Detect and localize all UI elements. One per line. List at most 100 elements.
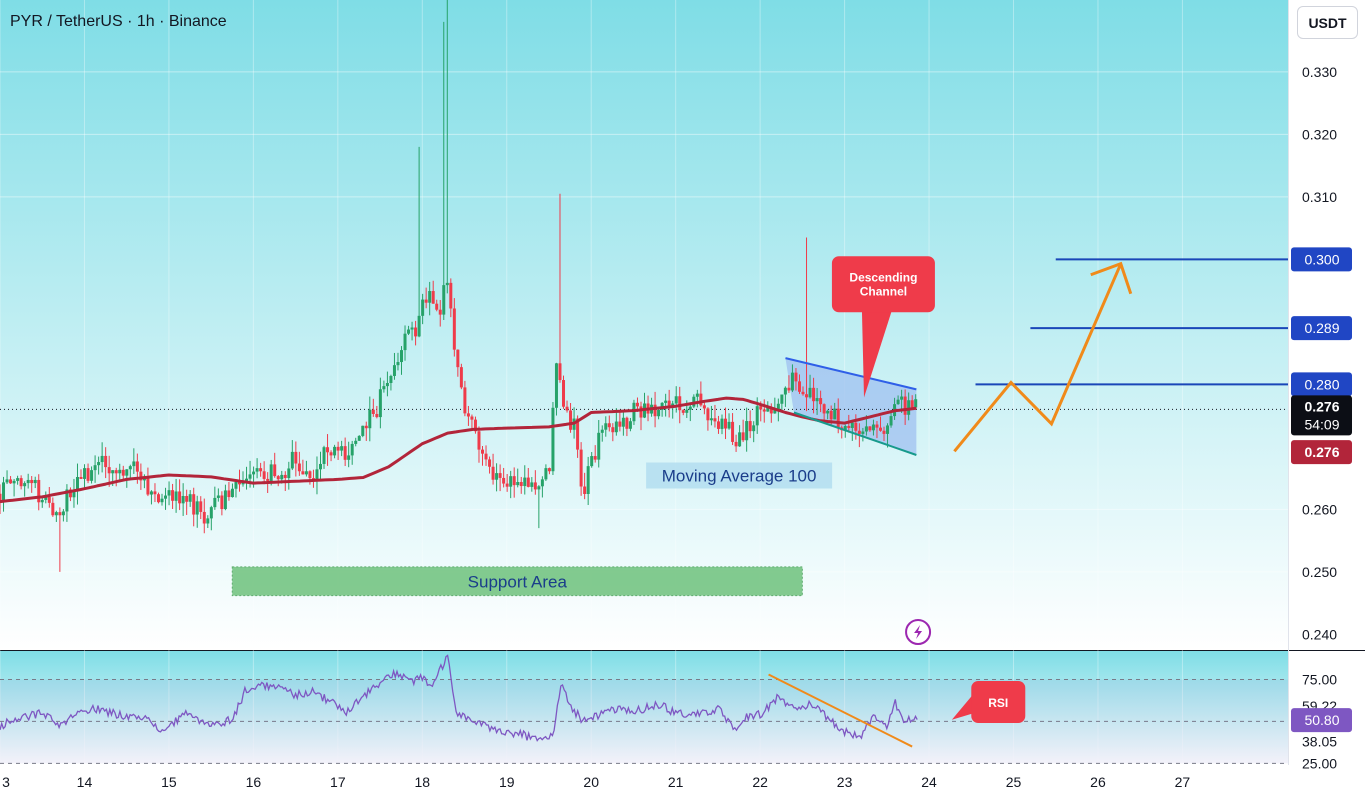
candle (16, 475, 20, 485)
projection-arrow-head (1090, 261, 1133, 295)
rsi-trendline[interactable] (768, 673, 913, 748)
price-tick-label: 0.260 (1302, 501, 1337, 517)
candle (738, 425, 742, 447)
candle-body (875, 424, 879, 428)
candle-body (118, 469, 122, 474)
candle (583, 472, 587, 500)
candle-body (97, 462, 101, 466)
candle-body (724, 418, 728, 429)
candle (262, 461, 266, 485)
candle-body (375, 413, 379, 418)
candle (607, 415, 611, 432)
candle-body (579, 449, 583, 487)
candle (783, 386, 787, 407)
candle-body (241, 482, 245, 485)
candle-body (702, 405, 706, 409)
candle-body (318, 463, 322, 470)
projection-path[interactable] (953, 263, 1123, 453)
support-area-zone[interactable] (231, 566, 803, 597)
candle (907, 392, 911, 421)
candle-body (833, 408, 837, 420)
candle-body (607, 423, 611, 428)
candle (336, 441, 340, 460)
price-level-badge[interactable] (1291, 316, 1352, 341)
rsi-line[interactable] (0, 654, 918, 742)
candle-body (54, 512, 58, 516)
candle-body (216, 495, 220, 498)
candle (773, 397, 777, 414)
channel-upper-line[interactable] (785, 357, 917, 391)
candle-body (759, 406, 763, 410)
candle-body (156, 494, 160, 503)
candle (241, 471, 245, 487)
candle-body (245, 478, 249, 483)
candle-body (19, 478, 23, 487)
candle-body (287, 468, 291, 479)
candle-body (678, 396, 682, 411)
candle-body (438, 309, 442, 315)
candle-body (488, 459, 492, 467)
candle-body (329, 452, 333, 456)
last-price-badge[interactable] (1291, 395, 1352, 436)
rsi-callout[interactable]: RSI (951, 681, 1026, 723)
candle-body (871, 424, 875, 431)
candle-body (206, 518, 210, 524)
candle-body (350, 443, 354, 456)
time-tick-label: 20 (583, 774, 599, 790)
candle (216, 488, 220, 502)
candle (664, 393, 668, 417)
channel-lower-line[interactable] (793, 411, 917, 456)
candle (160, 493, 164, 506)
rsi-tick-label: 75.00 (1302, 672, 1337, 688)
candle-body (611, 427, 615, 433)
candle-body (382, 386, 386, 390)
candle-body (783, 387, 787, 395)
moving-average-100-line[interactable] (0, 396, 917, 504)
candle (26, 473, 30, 489)
candle (428, 281, 432, 316)
candle (171, 483, 175, 509)
candle (107, 455, 111, 487)
candle (75, 463, 79, 505)
candle (181, 483, 185, 516)
candle (86, 463, 90, 484)
candle-body (340, 446, 344, 451)
candle-body (674, 396, 678, 404)
rsi-current-badge-text: 50.80 (1304, 712, 1339, 728)
candle-body (248, 474, 252, 479)
candle-body (819, 398, 823, 405)
candle (449, 278, 453, 318)
candle-body (576, 418, 580, 450)
price-level-badge[interactable] (1291, 247, 1352, 272)
candle-body (146, 477, 150, 495)
time-tick-label: 18 (415, 774, 431, 790)
candle (30, 476, 34, 493)
candle (19, 475, 23, 490)
candle-body (519, 482, 523, 487)
currency-button[interactable]: USDT (1297, 6, 1358, 39)
candle-body (593, 456, 597, 460)
candle (741, 419, 745, 443)
candle-body (836, 408, 840, 428)
candle-body (463, 387, 467, 414)
rsi-current-badge[interactable] (1291, 708, 1352, 733)
candle-body (304, 471, 308, 475)
candle-body (90, 470, 94, 481)
candle-body (745, 421, 749, 441)
candle (23, 481, 27, 497)
price-level-badge[interactable] (1291, 372, 1352, 397)
candle (185, 489, 189, 515)
candle-body (280, 474, 284, 480)
candle-body (0, 493, 2, 501)
candle (149, 490, 153, 505)
support-area-label: Support Area (468, 572, 568, 591)
candle (452, 298, 456, 357)
candle (748, 410, 752, 439)
candle (153, 483, 157, 503)
candle-body (780, 394, 784, 404)
lightning-icon[interactable] (905, 619, 932, 645)
candle-body (787, 387, 791, 391)
ma-price-badge[interactable] (1291, 440, 1352, 465)
